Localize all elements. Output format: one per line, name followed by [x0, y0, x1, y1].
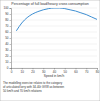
y-tick-label: 10 — [5, 60, 9, 64]
y-tick: 50 — [5, 36, 11, 40]
y-tick-mark — [10, 50, 12, 51]
y-tick: 30 — [5, 48, 11, 52]
x-tick: 20 — [31, 68, 35, 74]
grid-line — [11, 26, 97, 27]
series — [16, 8, 97, 31]
y-tick: 60 — [5, 30, 11, 34]
line — [16, 8, 97, 31]
grid — [11, 8, 97, 68]
x-tick: 70 — [85, 68, 89, 74]
x-axis: 0 10 20 30 40 50 60 70 80 — [11, 68, 100, 74]
y-tick: 100 — [3, 6, 11, 10]
x-tick: 60 — [74, 68, 78, 74]
y-tick: 20 — [5, 54, 11, 58]
y-tick: 70 — [5, 24, 11, 28]
y-tick-label: 50 — [5, 36, 9, 40]
x-tick: 40 — [53, 68, 57, 74]
annotation: 50 km/h and 70 km/h relations — [3, 89, 42, 93]
x-tick-label: 0 — [11, 70, 13, 74]
y-tick: 10 — [5, 60, 11, 64]
y-tick: 40 — [5, 42, 11, 46]
y-tick-mark — [10, 56, 12, 57]
x-tick: 10 — [21, 68, 25, 74]
y-tick-label: 30 — [5, 48, 9, 52]
y-tick-mark — [10, 32, 12, 33]
y-tick-mark — [10, 8, 12, 9]
y-tick-mark — [10, 44, 12, 45]
x-tick: 0 — [11, 68, 13, 74]
y-tick: 80 — [5, 18, 11, 22]
x-axis-title: Speed in km/h — [44, 74, 65, 78]
y-tick-mark — [10, 14, 12, 15]
grid-line — [11, 38, 97, 39]
y-tick: 0 — [7, 66, 11, 70]
y-tick-label: 60 — [5, 30, 9, 34]
x-tick-label: 10 — [21, 70, 25, 74]
grid-line — [11, 68, 97, 69]
y-tick-label: 70 — [5, 24, 9, 28]
x-tick: 80 — [96, 68, 100, 74]
y-tick-label: 0 — [7, 66, 9, 70]
y-tick-label: 40 — [5, 42, 9, 46]
y-tick-label: 90 — [5, 12, 9, 16]
y-axis-line — [10, 9, 12, 69]
x-tick: 50 — [64, 68, 68, 74]
y-axis: 0 10 20 30 40 50 60 70 80 90 100 — [3, 6, 11, 70]
background — [0, 0, 100, 101]
y-tick-label: 100 — [3, 6, 8, 10]
chart: Percentage of full load/heavy cross cons… — [0, 0, 100, 101]
y-tick-mark — [10, 68, 12, 69]
x-tick-label: 70 — [85, 70, 89, 74]
x-tick-label: 20 — [31, 70, 35, 74]
x-tick: 30 — [42, 68, 46, 74]
y-tick-label: 80 — [5, 18, 9, 22]
title: Percentage of full load/heavy cross cons… — [11, 2, 88, 6]
grid-line — [11, 32, 97, 33]
y-tick-mark — [10, 26, 12, 27]
plot: 0 10 20 30 40 50 60 70 80 0 10 20 30 40 50 60 70 80 90 100 — [3, 6, 99, 73]
y-tick-mark — [10, 62, 12, 63]
y-tick-label: 20 — [5, 54, 9, 58]
grid-line — [11, 62, 97, 63]
y-tick: 90 — [5, 12, 11, 16]
grid-line — [11, 44, 97, 45]
y-tick-mark — [10, 20, 12, 21]
grid-line — [11, 56, 97, 57]
grid-line — [11, 50, 97, 51]
x-tick-label: 60 — [74, 70, 78, 74]
y-tick-mark — [10, 38, 12, 39]
x-tick-label: 80 — [96, 70, 100, 74]
